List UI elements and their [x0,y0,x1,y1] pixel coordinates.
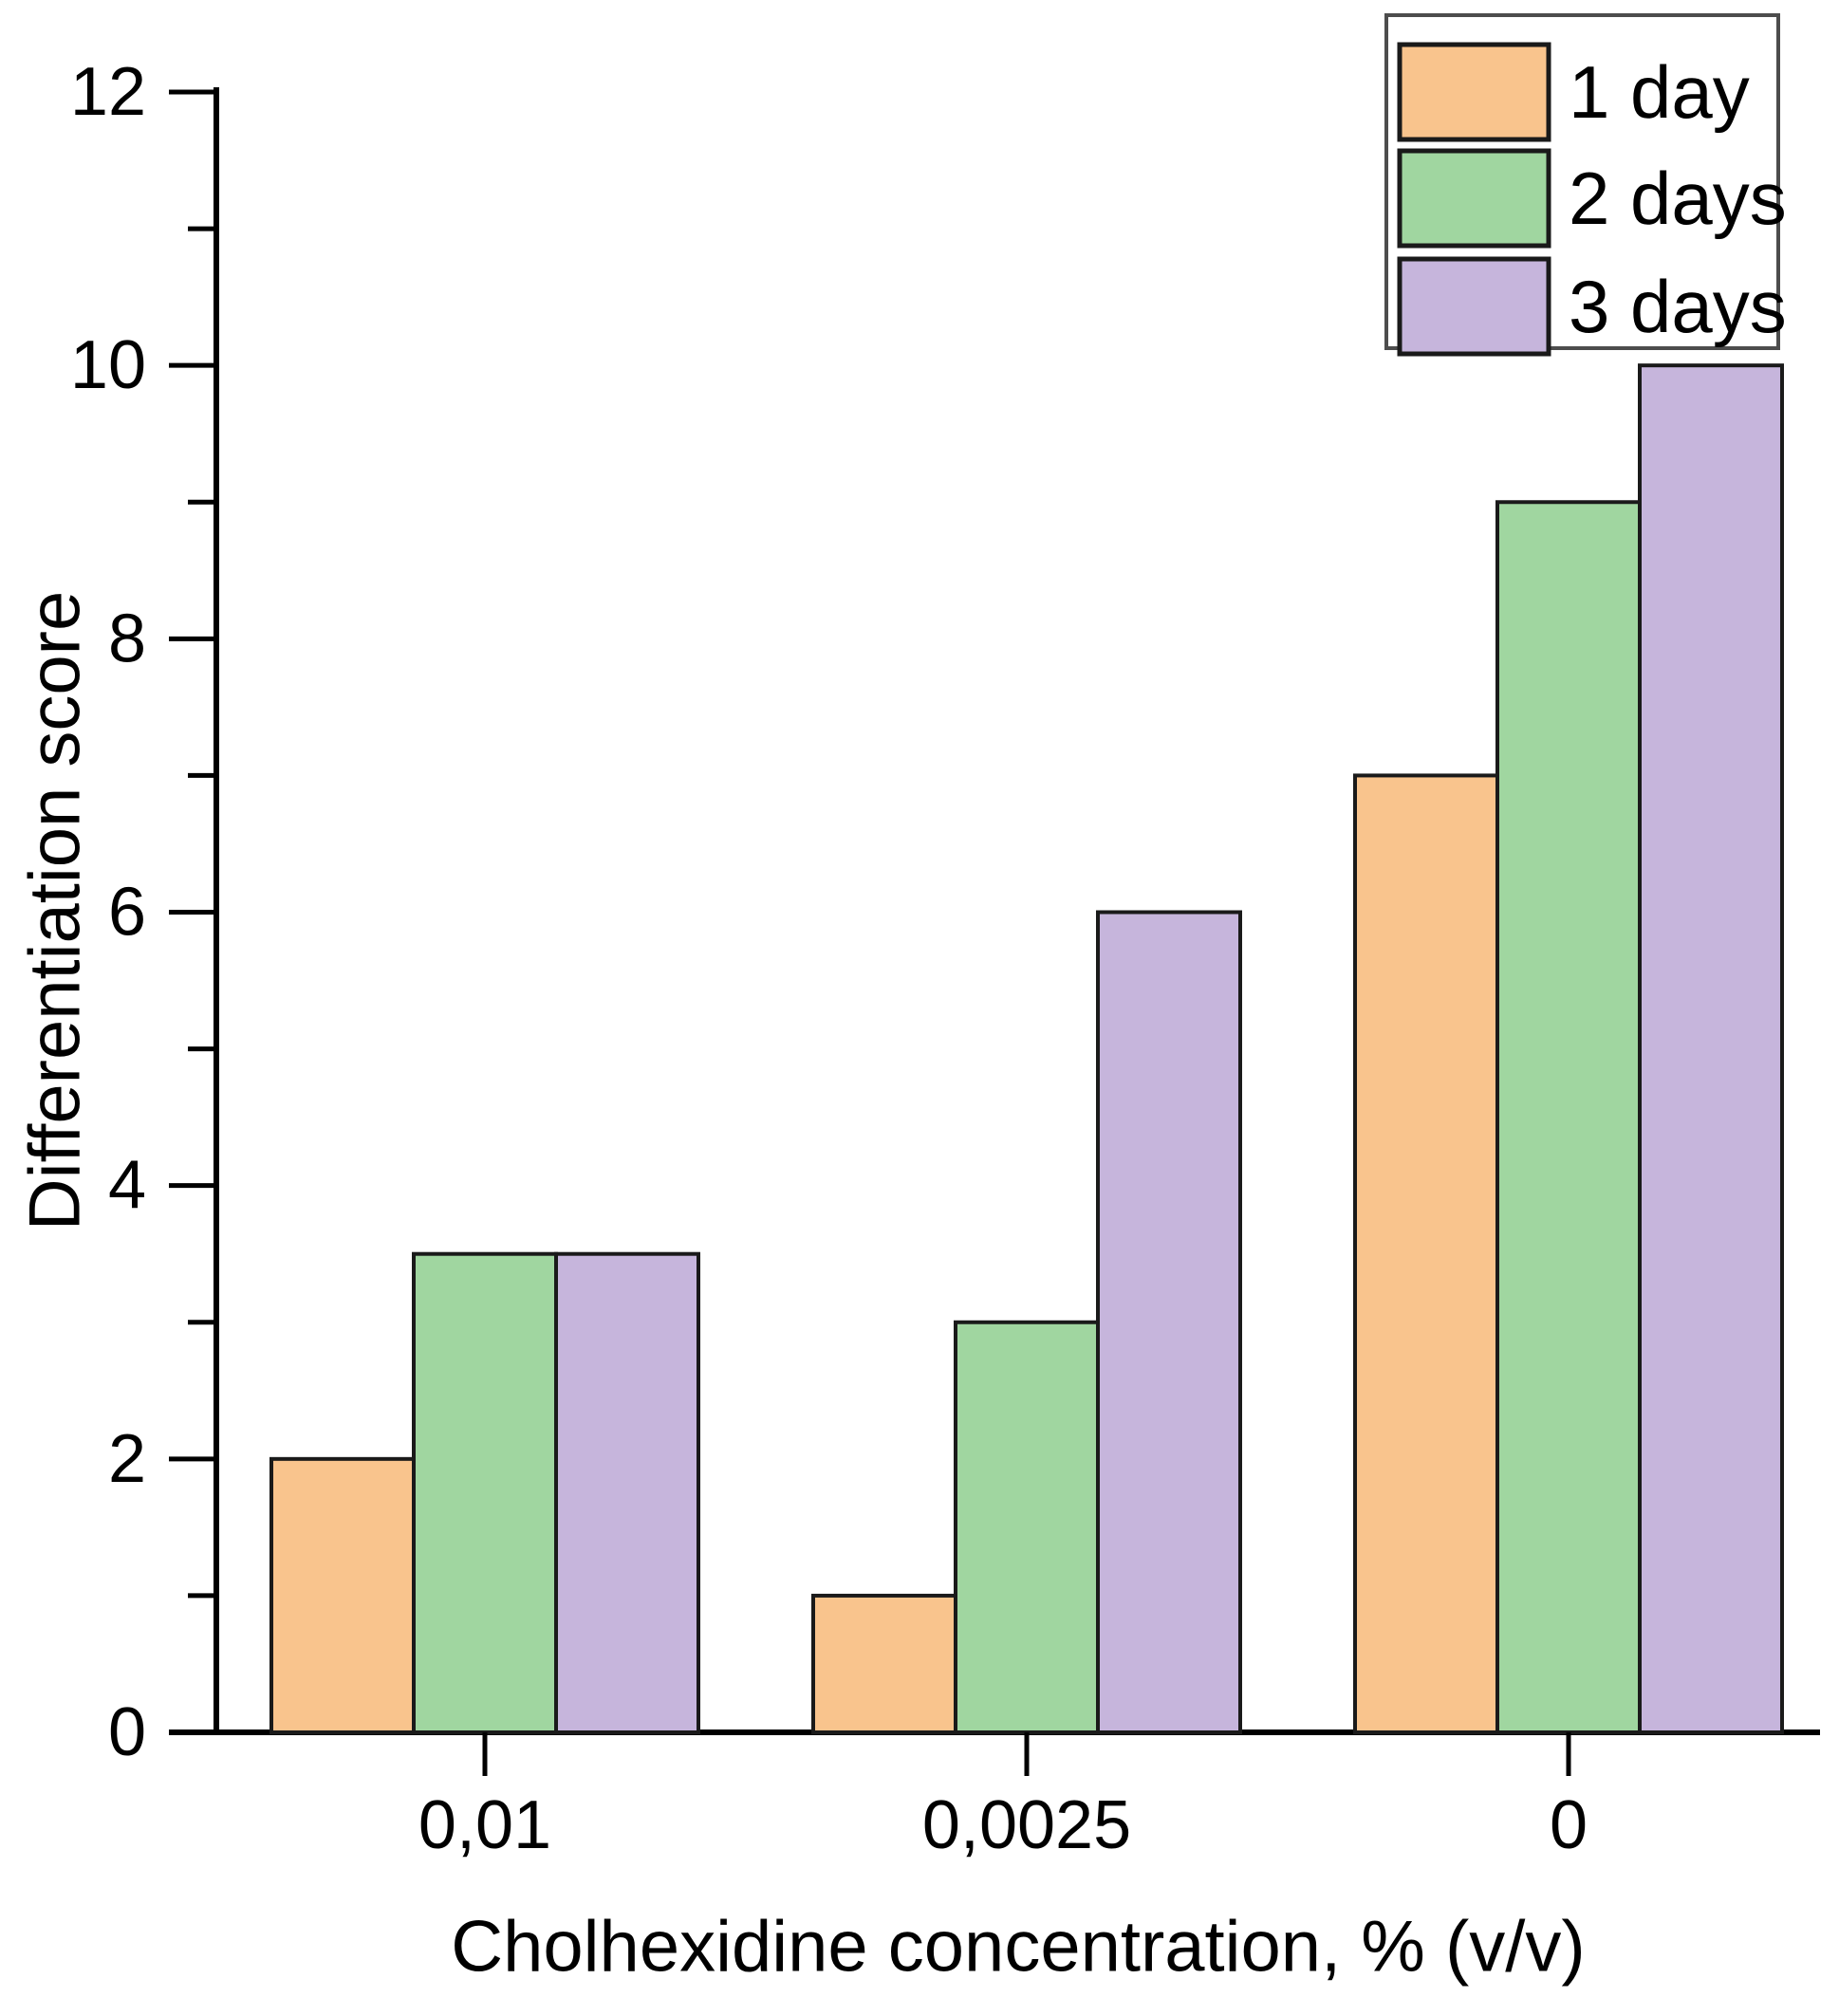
x-tick-label: 0 [1550,1787,1588,1863]
y-axis-title: Differentiation score [15,591,96,1231]
bar-3-days-0-0025 [1096,910,1242,1734]
legend-swatch-3-days [1397,256,1551,357]
legend-swatch-2-days [1397,148,1551,249]
bar-2-days-0 [1495,500,1642,1734]
bar-3-days-0 [1638,363,1784,1735]
y-tick-label: 10 [70,327,146,403]
y-tick-label: 0 [108,1694,146,1770]
legend-swatch-1-day [1397,42,1551,142]
y-tick-label: 8 [108,601,146,676]
bar-1-day-0-0025 [811,1593,957,1734]
y-tick-label: 2 [108,1421,146,1497]
legend-label-1-day: 1 day [1569,50,1750,134]
bar-2-days-0-0025 [954,1320,1100,1734]
x-tick-label: 0,0025 [922,1787,1131,1863]
bar-1-day-0 [1353,773,1499,1734]
bar-3-days-0-01 [554,1251,700,1735]
bar-1-day-0-01 [269,1456,416,1735]
x-axis-title: Cholhexidine concentration, % (v/v) [451,1907,1585,1988]
bar-2-days-0-01 [412,1251,558,1735]
y-tick-label: 12 [70,54,146,130]
y-tick-label: 6 [108,875,146,951]
legend-label-2-days: 2 days [1569,157,1787,240]
y-tick-label: 4 [108,1148,146,1224]
x-tick-label: 0,01 [418,1787,551,1863]
legend-label-3-days: 3 days [1569,265,1787,348]
